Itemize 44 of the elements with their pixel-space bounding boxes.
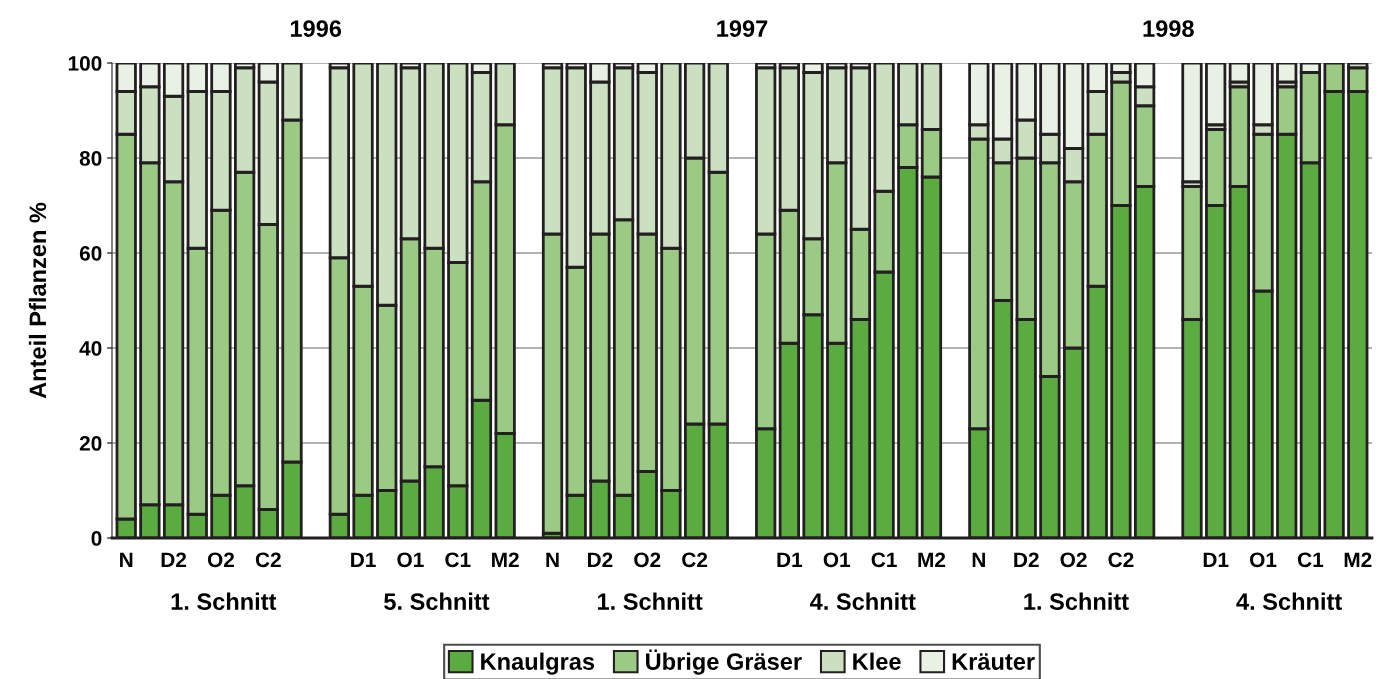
legend-label: Klee	[853, 652, 901, 670]
x-tick-label: C1	[871, 552, 897, 568]
x-tick-label: D2	[1014, 552, 1039, 567]
x-tick-label: D2	[587, 552, 613, 567]
x-tick-label: O2	[207, 552, 235, 568]
legend-label: Knaulgras	[481, 652, 595, 675]
text: 1. Schnitt	[171, 592, 277, 610]
x-tick-label: N	[972, 552, 985, 567]
text: 1996	[290, 20, 342, 37]
x-tick-label: N	[120, 552, 133, 567]
legend-label: Übrige Gräser	[646, 649, 802, 675]
x-tick-label: D1	[351, 552, 376, 567]
x-tick-label: C2	[1108, 552, 1134, 568]
text: 1. Schnitt	[1024, 592, 1129, 610]
text: 1998	[1143, 20, 1194, 37]
x-tick-label: M2	[492, 552, 519, 567]
legend-label: Kräuter	[952, 653, 1035, 670]
y-tick-label: 80	[79, 151, 102, 166]
x-tick-label: C1	[445, 552, 471, 568]
y-tick-label: 60	[79, 246, 102, 261]
x-tick-label: C1	[1297, 552, 1324, 568]
x-tick-label: O1	[823, 552, 851, 568]
x-tick-label: O1	[1250, 552, 1277, 568]
x-tick-label: C2	[682, 552, 708, 568]
text: 4. Schnitt	[1236, 592, 1342, 610]
x-tick-label: M2	[1344, 552, 1372, 567]
x-tick-label: N	[546, 552, 559, 567]
x-tick-label: O2	[1060, 552, 1087, 568]
x-tick-label: C2	[255, 552, 281, 568]
text: 5. Schnitt	[384, 592, 490, 610]
x-tick-label: M2	[918, 552, 946, 567]
y-tick-label: 0	[91, 531, 102, 546]
y-axis-title: Anteil Pflanzen %	[28, 202, 47, 399]
x-tick-label: D1	[777, 552, 803, 567]
x-tick-label: O2	[634, 552, 661, 568]
text: 4. Schnitt	[810, 592, 916, 610]
x-tick-label: O1	[397, 552, 424, 568]
text: 1997	[717, 20, 768, 37]
x-tick-label: D2	[161, 552, 187, 567]
y-tick-label: 40	[79, 341, 102, 356]
y-tick-label: 100	[68, 56, 102, 71]
text: 1. Schnitt	[597, 592, 703, 610]
x-tick-label: D1	[1203, 552, 1229, 567]
y-tick-label: 20	[79, 436, 102, 451]
